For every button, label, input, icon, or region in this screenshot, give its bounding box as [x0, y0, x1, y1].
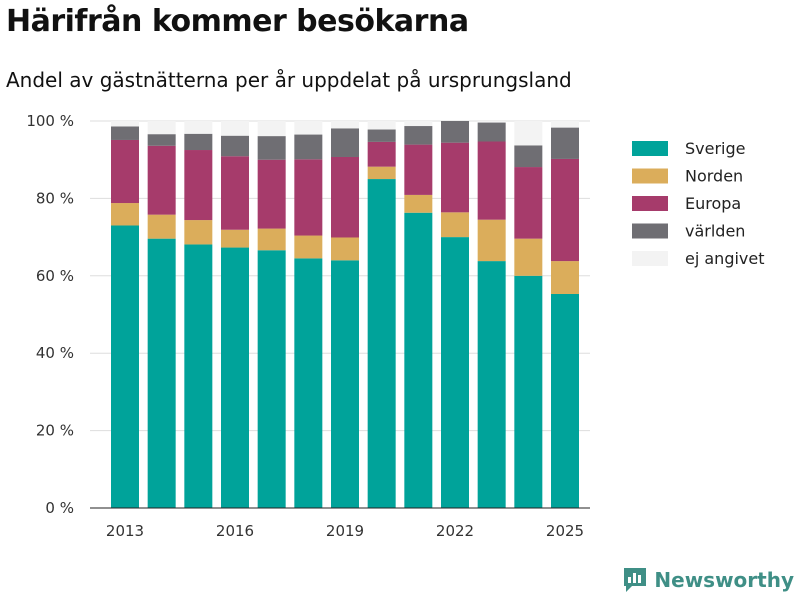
bar-segment [551, 127, 579, 159]
bar-segment [147, 214, 176, 239]
bar-segment [367, 141, 396, 167]
bar-segment [331, 156, 359, 238]
bar-segment [147, 121, 176, 135]
y-tick-labels: 0 % 20 % 40 % 60 % 80 % 100 % [26, 112, 74, 517]
bar-segment [477, 219, 506, 262]
bar-segment [221, 135, 249, 157]
bar-segment [111, 126, 139, 140]
bar-segment [404, 121, 433, 127]
bar-segment [184, 244, 213, 508]
bar-segment [514, 275, 543, 508]
bar-segment [221, 121, 249, 136]
bars [111, 121, 579, 509]
brand-name: Newsworthy [654, 568, 794, 592]
y-tick-label: 60 % [36, 267, 74, 285]
bar-segment [147, 145, 176, 215]
bar-segment [551, 158, 579, 262]
bar-segment [514, 145, 543, 168]
bar-segment [514, 167, 543, 239]
bar-segment [294, 121, 323, 135]
legend-label: ej angivet [685, 249, 765, 268]
bar-segment [551, 293, 579, 508]
bar-segment [404, 126, 433, 145]
bar-segment [404, 212, 433, 508]
y-tick-label: 0 % [45, 499, 74, 517]
bar-segment [184, 121, 213, 134]
legend-swatch [632, 168, 668, 184]
bar-segment [294, 159, 323, 236]
bar-segment [477, 121, 506, 123]
bar-segment [184, 150, 213, 221]
legend-swatch [632, 141, 668, 156]
y-tick-label: 100 % [26, 112, 74, 130]
bar-segment [551, 261, 579, 294]
x-tick-label: 2019 [326, 522, 364, 540]
bar-segment [111, 121, 139, 127]
bar-segment [331, 260, 359, 508]
bar-segment [111, 203, 139, 226]
bar-segment [294, 258, 323, 508]
legend-swatch [632, 223, 668, 239]
bar-segment [514, 121, 543, 146]
bar-segment [441, 237, 469, 508]
brand-logo: Newsworthy [622, 566, 794, 594]
legend-label: Norden [685, 167, 743, 186]
bar-chart-speech-icon [624, 568, 647, 592]
bar-segment [477, 141, 506, 220]
bar-segment [257, 121, 286, 137]
bar-segment [147, 134, 176, 146]
legend: Sverige Norden Europa världen ej angivet [632, 139, 765, 268]
bar-segment [294, 134, 323, 160]
bar-segment [367, 121, 396, 130]
x-tick-label: 2025 [546, 522, 584, 540]
legend-label: Sverige [685, 139, 746, 158]
bar-segment [331, 121, 359, 129]
bar-segment [184, 133, 213, 151]
chart-title: Härifrån kommer besökarna [6, 4, 469, 39]
bar-segment [294, 235, 323, 259]
bar-segment [367, 166, 396, 180]
x-tick-label: 2016 [216, 522, 254, 540]
x-tick-labels: 2013 2016 2019 2022 2025 [106, 522, 584, 540]
y-tick-label: 40 % [36, 344, 74, 362]
legend-swatch [632, 251, 668, 266]
y-tick-label: 80 % [36, 189, 74, 207]
bar-segment [257, 228, 286, 251]
bar-segment [257, 136, 286, 160]
chart-subtitle: Andel av gästnätterna per år uppdelat på… [6, 68, 572, 92]
bar-segment [404, 194, 433, 213]
bar-segment [257, 159, 286, 229]
bar-segment [551, 121, 579, 128]
y-tick-label: 20 % [36, 422, 74, 440]
bar-segment [147, 238, 176, 508]
bar-segment [221, 156, 249, 230]
bar-segment [441, 212, 469, 238]
bar-segment [221, 247, 249, 508]
bar-segment [331, 128, 359, 157]
bar-segment [111, 139, 139, 204]
bar-segment [514, 238, 543, 276]
bar-segment [367, 129, 396, 142]
bar-segment [441, 121, 469, 143]
bar-segment [331, 237, 359, 261]
bar-segment [367, 179, 396, 509]
bar-segment [404, 144, 433, 195]
x-tick-label: 2013 [106, 522, 144, 540]
legend-swatch [632, 196, 668, 211]
bar-segment [221, 229, 249, 248]
bar-segment [184, 220, 213, 245]
legend-label: Europa [685, 194, 741, 213]
bar-segment [441, 142, 469, 213]
legend-label: världen [685, 222, 745, 241]
x-tick-label: 2022 [436, 522, 474, 540]
bar-segment [111, 225, 139, 509]
bar-segment [257, 250, 286, 508]
bar-segment [477, 122, 506, 142]
bar-segment [477, 261, 506, 508]
